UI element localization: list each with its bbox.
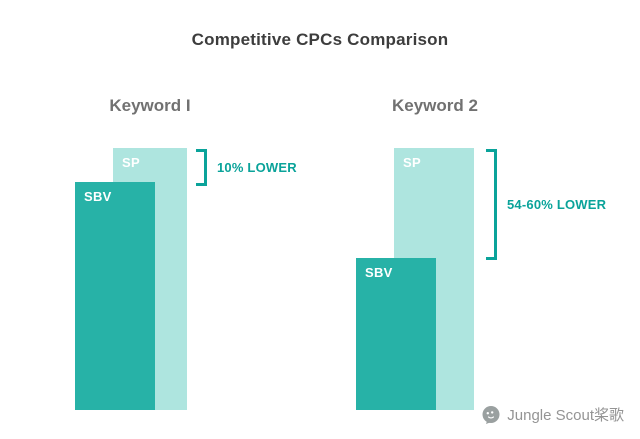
chart-title: Competitive CPCs Comparison [191,30,449,49]
bar-keyword1-sbv: SBV [75,182,155,410]
bar-keyword2-sbv: SBV [356,258,436,410]
bar-label-sbv: SBV [84,189,112,204]
watermark-text: Jungle Scout桨歌 [507,407,624,424]
annotation-keyword2: 54-60% LOWER [507,197,607,212]
group-heading-keyword-1: Keyword I [109,96,191,115]
bracket-keyword2 [486,149,497,260]
bar-label-sp: SP [122,155,140,170]
bar-label-sbv: SBV [365,265,393,280]
bar-label-sp: SP [403,155,421,170]
group-heading-keyword-2: Keyword 2 [392,96,478,115]
watermark: Jungle Scout桨歌 [481,404,624,425]
annotation-keyword1: 10% LOWER [217,160,297,175]
wechat-icon [481,405,501,425]
bracket-keyword1 [196,149,207,186]
